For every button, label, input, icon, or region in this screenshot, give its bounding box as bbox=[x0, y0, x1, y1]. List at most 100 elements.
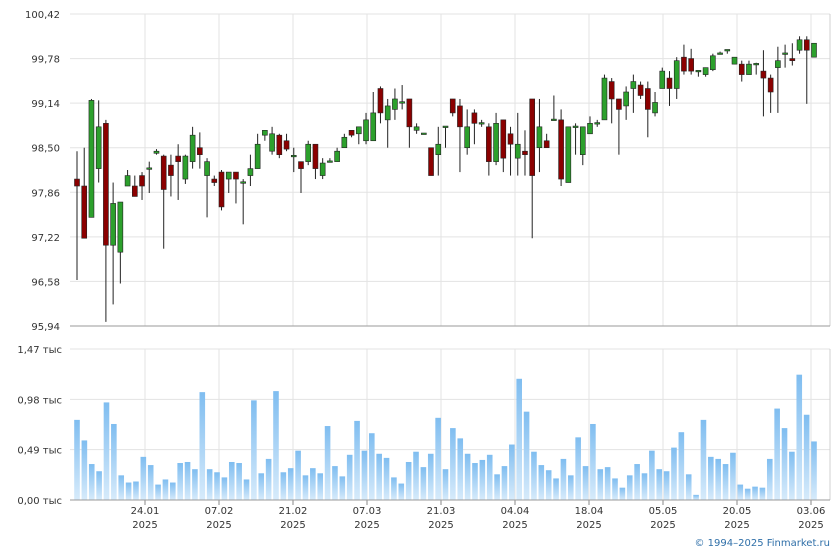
candle-body bbox=[572, 125, 579, 128]
volume-bar bbox=[553, 478, 559, 500]
volume-bar bbox=[273, 391, 279, 500]
volume-bar bbox=[147, 465, 154, 500]
candle-body bbox=[507, 133, 514, 145]
candle-body bbox=[803, 39, 810, 51]
volume-bar bbox=[251, 400, 257, 500]
candle-body bbox=[623, 91, 629, 107]
volume-bar bbox=[708, 456, 714, 500]
volume-bar bbox=[759, 487, 766, 500]
volume-bar bbox=[685, 474, 692, 500]
volume-bar bbox=[302, 475, 309, 500]
candle-body bbox=[290, 155, 297, 158]
candle-body bbox=[298, 161, 304, 169]
volume-bar bbox=[177, 463, 183, 500]
candle-body bbox=[464, 126, 470, 149]
volume-bar bbox=[722, 464, 729, 500]
volume-bar bbox=[88, 464, 95, 500]
candle-body bbox=[601, 77, 608, 121]
volume-bar bbox=[509, 444, 515, 500]
volume-bar bbox=[774, 408, 780, 500]
candle-body bbox=[753, 63, 759, 66]
price-tick-label: 100,42 bbox=[25, 10, 60, 21]
candle-body bbox=[95, 126, 102, 169]
candle-body bbox=[760, 70, 767, 79]
volume-bar bbox=[479, 459, 486, 500]
price-tick-label: 97,22 bbox=[31, 233, 60, 244]
copyright-notice[interactable]: © 1994–2025 Finmarket.ru bbox=[694, 538, 830, 549]
candle-body bbox=[189, 134, 196, 162]
volume-bar bbox=[656, 469, 663, 500]
candle-body bbox=[457, 105, 463, 128]
volume-bar bbox=[103, 402, 110, 500]
candle-body bbox=[370, 112, 377, 142]
candle-body bbox=[88, 100, 95, 218]
x-tick-year: 2025 bbox=[132, 520, 157, 531]
volume-bar bbox=[376, 453, 382, 500]
candle-body bbox=[211, 178, 218, 183]
volume-bar bbox=[781, 428, 788, 500]
candle-body bbox=[565, 126, 572, 183]
volume-bar bbox=[597, 469, 604, 500]
candle-body bbox=[218, 171, 225, 208]
candle-body bbox=[146, 167, 153, 170]
candle-body bbox=[421, 132, 427, 135]
volume-tick-label: 0,49 тыс bbox=[17, 446, 62, 457]
volume-bar bbox=[744, 488, 751, 500]
candle-body bbox=[594, 122, 601, 125]
x-tick-date: 07.03 bbox=[353, 506, 382, 517]
volume-bar bbox=[435, 417, 441, 500]
volume-bar bbox=[170, 482, 176, 500]
candle-body bbox=[449, 98, 456, 114]
candle-body bbox=[536, 126, 543, 149]
price-tick-label: 96,58 bbox=[31, 277, 60, 288]
volume-bar bbox=[420, 467, 427, 500]
volume-bar bbox=[361, 450, 368, 500]
candle-body bbox=[175, 155, 181, 162]
volume-bar bbox=[96, 471, 102, 500]
volume-bar bbox=[464, 453, 471, 500]
volume-bar bbox=[199, 392, 206, 500]
volume-bar bbox=[626, 475, 633, 500]
volume-bar bbox=[427, 453, 434, 500]
price-tick-label: 99,78 bbox=[31, 55, 60, 66]
volume-bar bbox=[803, 414, 810, 500]
candle-body bbox=[579, 126, 586, 155]
x-tick-date: 18.04 bbox=[575, 506, 604, 517]
volume-bar bbox=[663, 471, 670, 500]
candle-body bbox=[413, 126, 420, 131]
volume-bar bbox=[737, 484, 744, 500]
candle-body bbox=[616, 98, 622, 110]
candle-body bbox=[319, 162, 326, 176]
volume-tick-label: 1,47 тыс bbox=[17, 345, 62, 356]
candle-body bbox=[103, 123, 109, 246]
candle-body bbox=[630, 81, 637, 89]
volume-bar bbox=[715, 458, 721, 500]
candle-body bbox=[283, 140, 290, 150]
candle-body bbox=[789, 58, 796, 61]
candle-body bbox=[334, 150, 340, 162]
volume-bar bbox=[162, 479, 169, 500]
x-tick-date: 04.04 bbox=[501, 506, 530, 517]
candle-body bbox=[160, 155, 167, 190]
candle-body bbox=[225, 171, 232, 180]
price-tick-label: 97,86 bbox=[31, 188, 60, 199]
candle-body bbox=[312, 143, 319, 169]
candle-body bbox=[341, 136, 348, 149]
candle-body bbox=[695, 70, 702, 73]
candle-body bbox=[132, 185, 138, 197]
x-tick-date: 05.05 bbox=[649, 506, 678, 517]
candle-body bbox=[673, 60, 680, 89]
volume-bar bbox=[494, 474, 500, 500]
candle-body bbox=[724, 49, 731, 52]
candle-body bbox=[746, 63, 752, 75]
candle-body bbox=[276, 134, 283, 155]
volume-bar bbox=[118, 475, 125, 500]
volume-bar bbox=[634, 464, 640, 500]
volume-bar bbox=[324, 426, 331, 500]
volume-bar bbox=[192, 469, 198, 500]
volume-bar bbox=[369, 433, 375, 500]
volume-tick-label: 0,98 тыс bbox=[17, 395, 62, 406]
volume-bar bbox=[649, 450, 655, 500]
candle-body bbox=[500, 119, 507, 159]
